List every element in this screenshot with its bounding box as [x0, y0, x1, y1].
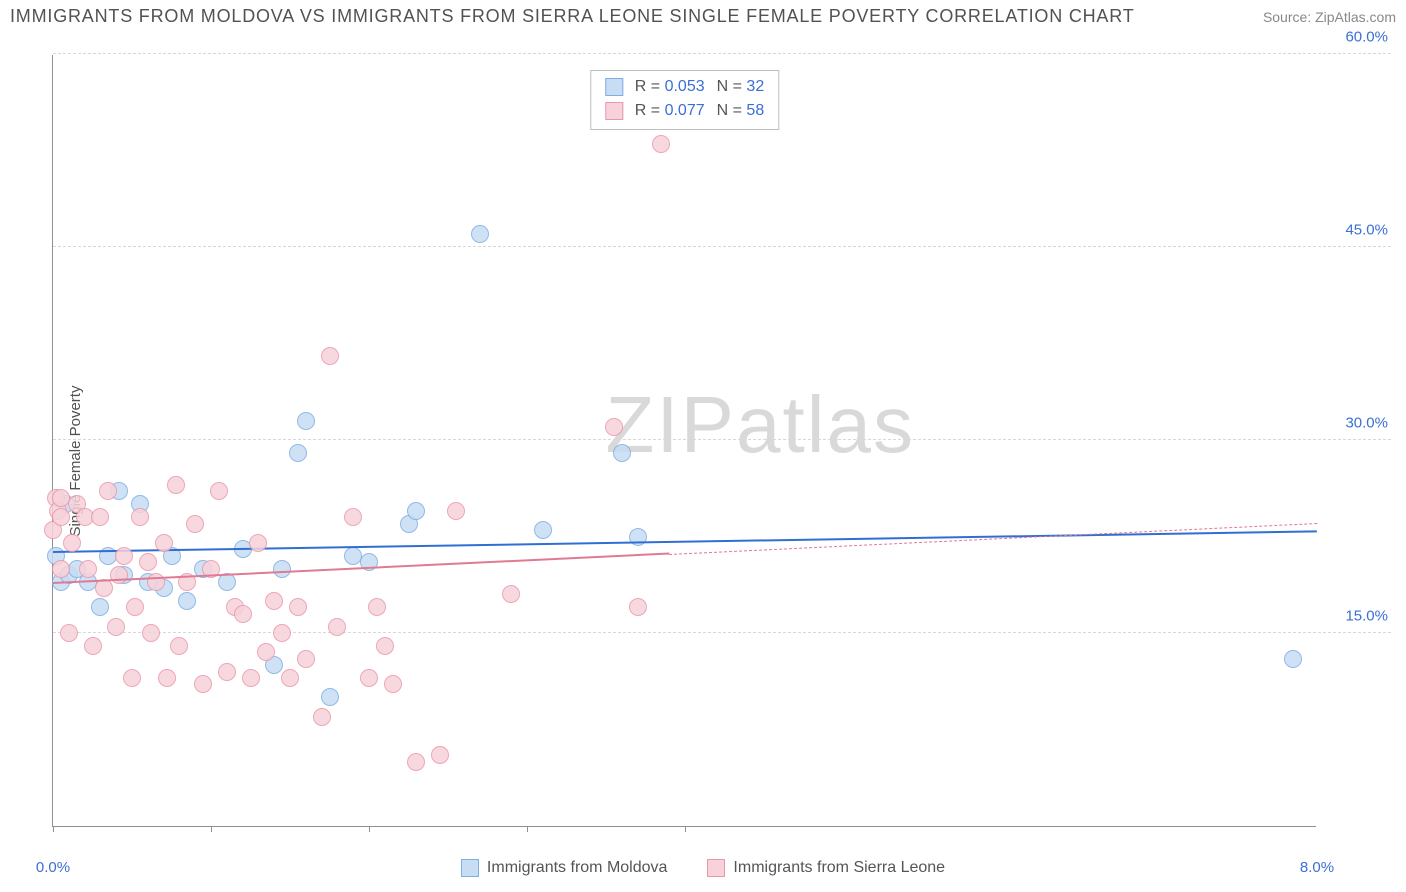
- data-point: [91, 508, 109, 526]
- data-point: [281, 669, 299, 687]
- data-point: [52, 508, 70, 526]
- data-point: [126, 598, 144, 616]
- data-point: [321, 347, 339, 365]
- data-point: [147, 573, 165, 591]
- legend-swatch: [461, 859, 479, 877]
- data-point: [158, 669, 176, 687]
- source-label: Source: ZipAtlas.com: [1263, 9, 1396, 25]
- gridline-h: [53, 246, 1391, 247]
- gridline-h: [53, 439, 1391, 440]
- data-point: [110, 566, 128, 584]
- data-point: [368, 598, 386, 616]
- x-tick: [53, 826, 54, 832]
- data-point: [265, 592, 283, 610]
- stats-legend: R = 0.053 N = 32 R = 0.077 N = 58: [590, 70, 779, 130]
- data-point: [84, 637, 102, 655]
- data-point: [210, 482, 228, 500]
- data-point: [273, 560, 291, 578]
- data-point: [234, 605, 252, 623]
- legend-swatch: [605, 78, 623, 96]
- gridline-h: [53, 632, 1391, 633]
- data-point: [471, 225, 489, 243]
- plot-area: ZIPatlas R = 0.053N = 32R = 0.077N = 58 …: [52, 55, 1316, 827]
- data-point: [107, 618, 125, 636]
- legend-item: Immigrants from Moldova: [461, 859, 668, 877]
- r-label: R = 0.077: [635, 99, 705, 123]
- data-point: [60, 624, 78, 642]
- chart-title: IMMIGRANTS FROM MOLDOVA VS IMMIGRANTS FR…: [10, 6, 1135, 27]
- data-point: [289, 444, 307, 462]
- r-label: R = 0.053: [635, 75, 705, 99]
- n-label: N = 32: [717, 75, 765, 99]
- data-point: [79, 560, 97, 578]
- data-point: [131, 508, 149, 526]
- data-point: [91, 598, 109, 616]
- data-point: [407, 753, 425, 771]
- x-tick: [211, 826, 212, 832]
- series-legend: Immigrants from Moldova Immigrants from S…: [10, 859, 1396, 877]
- y-tick-label: 30.0%: [1345, 415, 1388, 432]
- data-point: [502, 585, 520, 603]
- data-point: [142, 624, 160, 642]
- data-point: [123, 669, 141, 687]
- y-tick-label: 60.0%: [1345, 29, 1388, 46]
- data-point: [613, 444, 631, 462]
- data-point: [652, 135, 670, 153]
- data-point: [376, 637, 394, 655]
- data-point: [360, 669, 378, 687]
- data-point: [63, 534, 81, 552]
- data-point: [605, 418, 623, 436]
- legend-label: Immigrants from Sierra Leone: [733, 859, 945, 877]
- data-point: [629, 598, 647, 616]
- data-point: [155, 534, 173, 552]
- data-point: [115, 547, 133, 565]
- data-point: [289, 598, 307, 616]
- data-point: [313, 708, 331, 726]
- data-point: [52, 560, 70, 578]
- data-point: [257, 643, 275, 661]
- data-point: [534, 521, 552, 539]
- data-point: [384, 675, 402, 693]
- gridline-h: [53, 53, 1391, 54]
- data-point: [218, 663, 236, 681]
- data-point: [178, 592, 196, 610]
- data-point: [170, 637, 188, 655]
- x-tick: [369, 826, 370, 832]
- data-point: [242, 669, 260, 687]
- data-point: [321, 688, 339, 706]
- x-tick: [685, 826, 686, 832]
- data-point: [99, 482, 117, 500]
- data-point: [273, 624, 291, 642]
- stats-row: R = 0.053 N = 32: [605, 75, 764, 99]
- legend-item: Immigrants from Sierra Leone: [707, 859, 945, 877]
- chart-container: Single Female Poverty ZIPatlas R = 0.053…: [10, 40, 1396, 882]
- legend-swatch: [605, 102, 623, 120]
- stats-row: R = 0.077 N = 58: [605, 99, 764, 123]
- data-point: [328, 618, 346, 636]
- data-point: [297, 412, 315, 430]
- data-point: [297, 650, 315, 668]
- data-point: [1284, 650, 1302, 668]
- n-label: N = 58: [717, 99, 765, 123]
- legend-label: Immigrants from Moldova: [487, 859, 668, 877]
- data-point: [186, 515, 204, 533]
- watermark: ZIPatlas: [606, 379, 915, 471]
- data-point: [407, 502, 425, 520]
- data-point: [344, 508, 362, 526]
- x-tick: [527, 826, 528, 832]
- data-point: [139, 553, 157, 571]
- data-point: [431, 746, 449, 764]
- data-point: [194, 675, 212, 693]
- data-point: [167, 476, 185, 494]
- data-point: [249, 534, 267, 552]
- y-tick-label: 45.0%: [1345, 222, 1388, 239]
- data-point: [447, 502, 465, 520]
- legend-swatch: [707, 859, 725, 877]
- y-tick-label: 15.0%: [1345, 608, 1388, 625]
